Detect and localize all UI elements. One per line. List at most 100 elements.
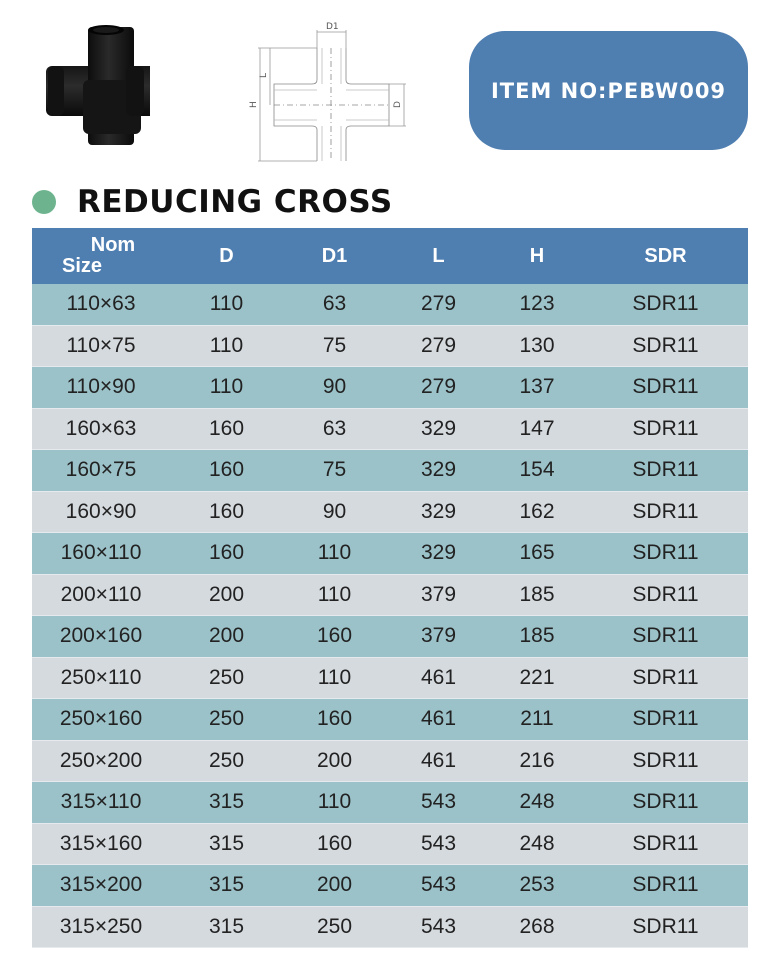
cell-sdr: SDR11 [583,284,748,326]
spec-table: Nom Size D D1 L H SDR 110×63 110 63 279 123 S… [32,228,748,948]
cell-l: 461 [386,657,491,699]
cell-nom: 200×110 [32,574,170,616]
cell-nom: 160×90 [32,491,170,533]
bullet-dot-icon [32,190,56,214]
table-header-row: Nom Size D D1 L H SDR [32,228,748,284]
col-header-nom-size: Nom Size [32,228,170,284]
cell-d1: 160 [283,615,386,658]
table-row: 250×200 250 200 461 216 SDR11 [32,740,748,782]
cell-h: 154 [491,449,583,492]
cell-d1: 75 [283,449,386,492]
cell-sdr: SDR11 [583,449,748,492]
cell-nom: 200×160 [32,615,170,658]
cell-sdr: SDR11 [583,864,748,907]
drawing-label-d: D [393,101,403,108]
cell-nom: 160×63 [32,408,170,450]
cell-sdr: SDR11 [583,574,748,616]
cell-h: 162 [491,491,583,533]
cell-d1: 160 [283,823,386,865]
cell-l: 329 [386,408,491,450]
cell-sdr: SDR11 [583,491,748,533]
table-row: 200×110 200 110 379 185 SDR11 [32,574,748,616]
col-header-d1: D1 [283,228,386,284]
cell-sdr: SDR11 [583,698,748,741]
cell-h: 248 [491,823,583,865]
table-row: 110×75 110 75 279 130 SDR11 [32,325,748,367]
cell-l: 543 [386,864,491,907]
cell-l: 279 [386,325,491,367]
cell-l: 379 [386,615,491,658]
table-body: 110×63 110 63 279 123 SDR11 110×75 110 75 279 130 S… [32,284,748,948]
cell-nom: 250×110 [32,657,170,699]
cell-h: 137 [491,366,583,409]
cell-l: 329 [386,532,491,575]
table-row: 315×160 315 160 543 248 SDR11 [32,823,748,865]
cell-d: 110 [170,284,283,326]
cell-d1: 63 [283,284,386,326]
cell-d: 250 [170,698,283,741]
cell-sdr: SDR11 [583,657,748,699]
cell-d: 110 [170,325,283,367]
cell-l: 543 [386,823,491,865]
cell-h: 185 [491,615,583,658]
cell-sdr: SDR11 [583,408,748,450]
cell-nom: 315×110 [32,781,170,824]
cell-nom: 160×75 [32,449,170,492]
cell-l: 279 [386,284,491,326]
cell-l: 329 [386,491,491,533]
cell-d1: 200 [283,864,386,907]
cell-d: 160 [170,408,283,450]
cell-d: 315 [170,781,283,824]
table-row: 160×90 160 90 329 162 SDR11 [32,491,748,533]
cell-d1: 110 [283,657,386,699]
col-header-h: H [491,228,583,284]
cell-d: 315 [170,864,283,907]
table-row: 315×200 315 200 543 253 SDR11 [32,864,748,907]
cell-l: 329 [386,449,491,492]
table-row: 315×110 315 110 543 248 SDR11 [32,781,748,824]
cell-nom: 250×200 [32,740,170,782]
cell-l: 461 [386,740,491,782]
table-row: 160×63 160 63 329 147 SDR11 [32,408,748,450]
table-row: 250×110 250 110 461 221 SDR11 [32,657,748,699]
cell-l: 543 [386,906,491,948]
cell-h: 123 [491,284,583,326]
cell-d1: 90 [283,366,386,409]
table-row: 200×160 200 160 379 185 SDR11 [32,615,748,658]
cell-h: 248 [491,781,583,824]
cell-h: 185 [491,574,583,616]
cell-h: 211 [491,698,583,741]
cell-d1: 90 [283,491,386,533]
cell-nom: 110×63 [32,284,170,326]
cell-d: 200 [170,615,283,658]
cell-sdr: SDR11 [583,615,748,658]
item-number-text: ITEM NO:PEBW009 [490,78,727,103]
cell-sdr: SDR11 [583,823,748,865]
cross-fitting-image [46,25,188,145]
cell-sdr: SDR11 [583,325,748,367]
cell-nom: 315×250 [32,906,170,948]
cell-l: 379 [386,574,491,616]
cell-sdr: SDR11 [583,906,748,948]
cell-h: 165 [491,532,583,575]
cell-sdr: SDR11 [583,532,748,575]
cell-d: 315 [170,906,283,948]
cell-d1: 250 [283,906,386,948]
cell-nom: 315×160 [32,823,170,865]
cell-sdr: SDR11 [583,740,748,782]
cell-d1: 110 [283,781,386,824]
cell-d1: 63 [283,408,386,450]
section-heading: REDUCING CROSS [32,180,393,224]
cell-h: 221 [491,657,583,699]
drawing-label-d1: D1 [326,22,339,32]
col-header-sdr: SDR [583,228,748,284]
cell-nom: 250×160 [32,698,170,741]
cell-d1: 75 [283,325,386,367]
cell-d: 250 [170,740,283,782]
cell-d1: 160 [283,698,386,741]
cell-l: 543 [386,781,491,824]
section-title: REDUCING CROSS [77,184,393,220]
table-row: 110×90 110 90 279 137 SDR11 [32,366,748,409]
cell-d: 110 [170,366,283,409]
table-row: 110×63 110 63 279 123 SDR11 [32,284,748,326]
